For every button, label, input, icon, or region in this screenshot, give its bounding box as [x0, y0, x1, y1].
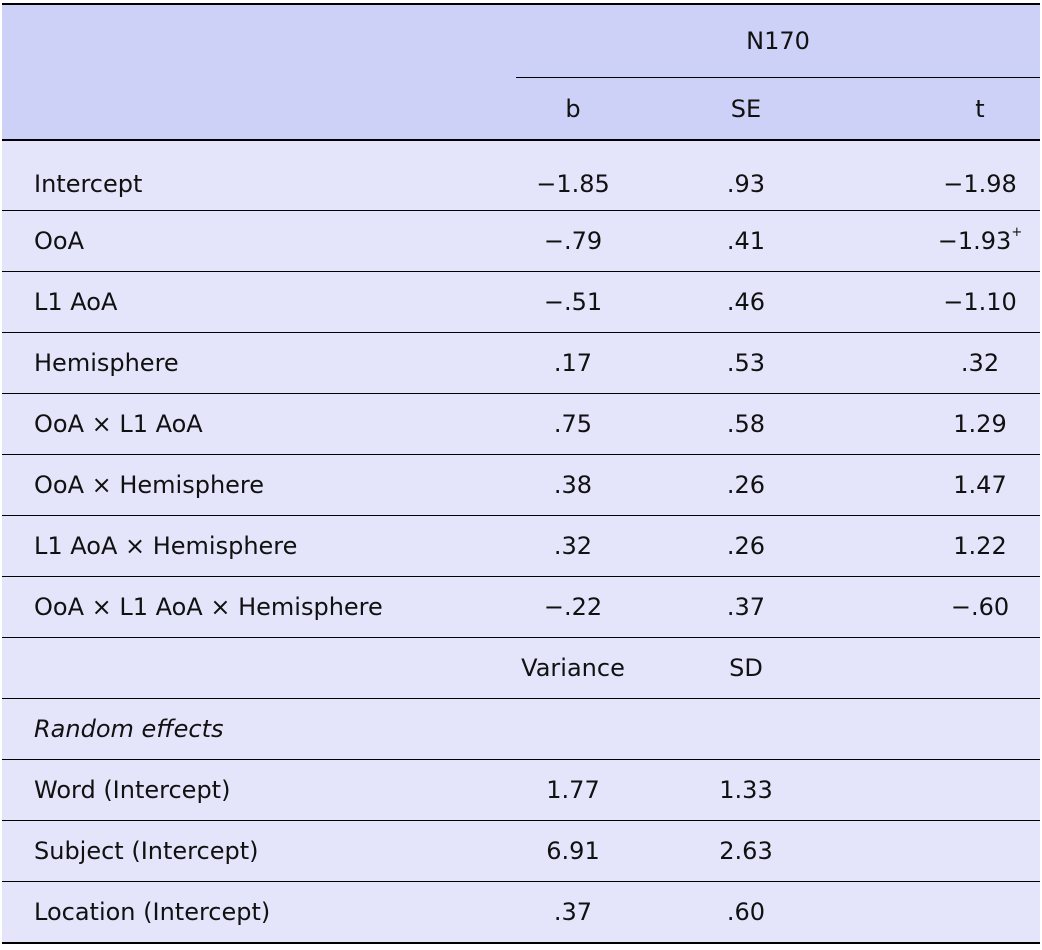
empty-cell — [920, 759, 1041, 821]
empty-cell — [516, 698, 630, 760]
cell-se: .41 — [630, 210, 920, 272]
cell-sd: .60 — [630, 881, 920, 944]
cell-t: −1.93+ — [920, 210, 1041, 272]
header-col-b: b — [516, 77, 630, 141]
cell-t-value: .32 — [960, 348, 1000, 377]
random-effects-section-row: Random effects — [2, 698, 1041, 760]
row-label: OoA — [2, 210, 516, 272]
empty-cell — [630, 698, 920, 760]
table-row: Subject (Intercept) 6.91 2.63 — [2, 820, 1041, 882]
cell-se: .58 — [630, 393, 920, 455]
random-effects-header-row: Variance SD — [2, 637, 1041, 699]
cell-sd: 2.63 — [630, 820, 920, 882]
row-label: Subject (Intercept) — [2, 820, 516, 882]
cell-se: .93 — [630, 140, 920, 211]
row-label: L1 AoA × Hemisphere — [2, 515, 516, 577]
table-row: Intercept −1.85 .93 −1.98 — [2, 140, 1041, 211]
cell-sd: 1.33 — [630, 759, 920, 821]
cell-se: .53 — [630, 332, 920, 394]
cell-se: .26 — [630, 454, 920, 516]
empty-label-cell — [2, 637, 516, 699]
empty-cell — [920, 881, 1041, 944]
row-label: L1 AoA — [2, 271, 516, 333]
table-row: OoA × L1 AoA .75 .58 1.29 — [2, 393, 1041, 455]
cell-variance: .37 — [516, 881, 630, 944]
table-row: Hemisphere .17 .53 .32 — [2, 332, 1041, 394]
cell-t: 1.29 — [920, 393, 1041, 455]
table-row: L1 AoA × Hemisphere .32 .26 1.22 — [2, 515, 1041, 577]
header-row-columns: b SE t — [2, 77, 1041, 141]
row-label: Location (Intercept) — [2, 881, 516, 944]
table-row: OoA × L1 AoA × Hemisphere −.22 .37 −.60 — [2, 576, 1041, 638]
cell-b: .38 — [516, 454, 630, 516]
cell-se: .46 — [630, 271, 920, 333]
header-variance: Variance — [516, 637, 630, 699]
cell-se: .26 — [630, 515, 920, 577]
row-label: OoA × Hemisphere — [2, 454, 516, 516]
cell-t-value: −1.10 — [943, 287, 1017, 316]
cell-t: −1.98 — [920, 140, 1041, 211]
header-sd: SD — [630, 637, 920, 699]
cell-b: −.51 — [516, 271, 630, 333]
header-empty-cell — [2, 3, 516, 78]
header-empty-cell-2 — [2, 77, 516, 141]
header-col-se: SE — [630, 77, 920, 141]
cell-t-value: −1.98 — [943, 170, 1017, 199]
cell-variance: 6.91 — [516, 820, 630, 882]
row-label: Hemisphere — [2, 332, 516, 394]
empty-cell — [920, 698, 1041, 760]
table-row: OoA −.79 .41 −1.93+ — [2, 210, 1041, 272]
cell-b: .17 — [516, 332, 630, 394]
empty-cell — [920, 820, 1041, 882]
regression-table-container: N170 b SE t Intercept −1.85 .93 −1.98 Oo… — [2, 3, 1041, 946]
cell-t: 1.47 — [920, 454, 1041, 516]
cell-b: −.22 — [516, 576, 630, 638]
header-row-group: N170 — [2, 3, 1041, 78]
cell-b: .75 — [516, 393, 630, 455]
random-effects-label: Random effects — [2, 698, 516, 760]
table-row: Location (Intercept) .37 .60 — [2, 881, 1041, 944]
cell-se: .37 — [630, 576, 920, 638]
regression-table: N170 b SE t Intercept −1.85 .93 −1.98 Oo… — [2, 3, 1041, 944]
header-col-t: t — [920, 77, 1041, 141]
significance-mark: + — [1011, 224, 1023, 240]
header-group-n170: N170 — [516, 3, 1041, 78]
cell-t-value: −1.93 — [937, 226, 1012, 255]
cell-t-value: −.60 — [950, 592, 1010, 621]
cell-variance: 1.77 — [516, 759, 630, 821]
cell-t: 1.22 — [920, 515, 1041, 577]
cell-b: .32 — [516, 515, 630, 577]
cell-t-value: 1.47 — [953, 470, 1007, 499]
cell-b: −.79 — [516, 210, 630, 272]
cell-t-value: 1.22 — [953, 531, 1007, 560]
row-label: OoA × L1 AoA × Hemisphere — [2, 576, 516, 638]
cell-b: −1.85 — [516, 140, 630, 211]
row-label: Intercept — [2, 140, 516, 211]
row-label: Word (Intercept) — [2, 759, 516, 821]
header-col-t-label: t — [975, 94, 985, 123]
table-row: L1 AoA −.51 .46 −1.10 — [2, 271, 1041, 333]
cell-t: −.60 — [920, 576, 1041, 638]
cell-t: −1.10 — [920, 271, 1041, 333]
table-row: OoA × Hemisphere .38 .26 1.47 — [2, 454, 1041, 516]
row-label: OoA × L1 AoA — [2, 393, 516, 455]
cell-t: .32 — [920, 332, 1041, 394]
table-row: Word (Intercept) 1.77 1.33 — [2, 759, 1041, 821]
cell-t-value: 1.29 — [953, 409, 1007, 438]
empty-cell — [920, 637, 1041, 699]
